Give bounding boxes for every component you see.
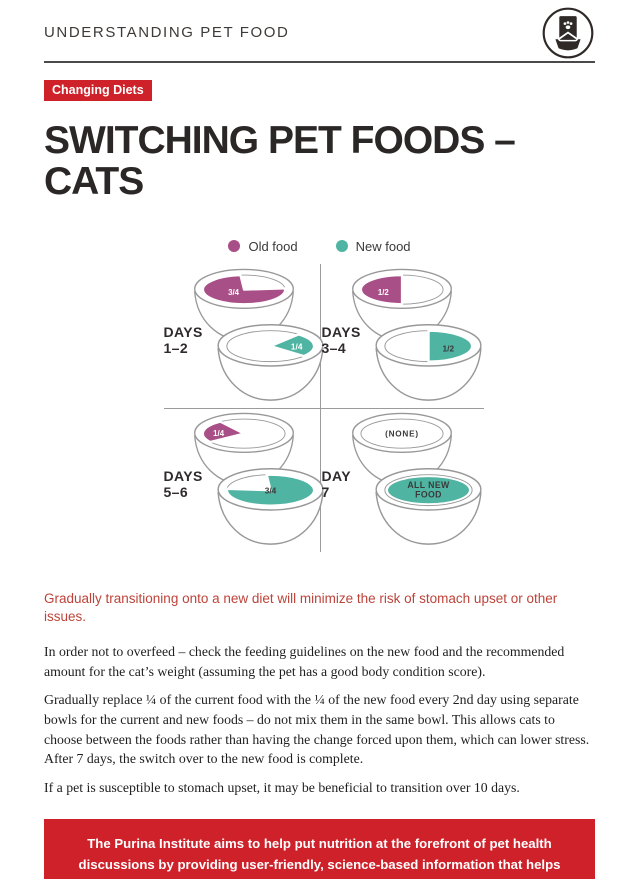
bowl-new-food: 1/4 [211, 320, 330, 404]
bowl-old-food: 3/4 [188, 265, 300, 344]
svg-text:1/4: 1/4 [290, 341, 302, 351]
bowl-new-food: 3/4 [211, 464, 330, 548]
transition-diagram: DAYS 1–2 3/4 1/4 DAYS 3–4 1/2 1/2 DAYS 5–6 1/… [162, 263, 484, 552]
page-title: SWITCHING PET FOODS – CATS [44, 119, 516, 203]
quadrant-label: DAYS 1–2 [163, 323, 203, 356]
bowl-new-food: 1/2 [369, 320, 488, 404]
header-title: UNDERSTANDING PET FOOD [44, 24, 290, 41]
svg-text:1/2: 1/2 [377, 288, 389, 297]
purina-institute-callout: The Purina Institute aims to help put nu… [44, 819, 595, 879]
legend-item-new-food: New food [335, 238, 411, 254]
quadrant-days-5-6: DAYS 5–6 1/4 3/4 [162, 408, 324, 552]
bowl-old-food: 1/2 [346, 265, 458, 344]
legend-label-old: Old food [248, 238, 298, 254]
diagram-horizontal-divider [163, 407, 484, 409]
new-food-dot [335, 240, 348, 253]
old-food-dot [228, 240, 241, 253]
legend: Old food New food [44, 239, 595, 254]
legend-item-old-food: Old food [228, 238, 298, 254]
quadrant-label: DAYS 5–6 [163, 467, 203, 500]
body-copy: In order not to overfeed – check the fee… [44, 642, 595, 797]
header-divider [44, 61, 595, 63]
svg-text:1/2: 1/2 [442, 344, 454, 354]
section-badge: Changing Diets [44, 80, 152, 101]
svg-text:3/4: 3/4 [264, 485, 276, 495]
lead-statement: Gradually transitioning onto a new diet … [44, 590, 558, 625]
quadrant-days-1-2: DAYS 1–2 3/4 1/4 [162, 264, 324, 408]
legend-label-new: New food [355, 238, 411, 254]
diagram-grid: DAYS 1–2 3/4 1/4 DAYS 3–4 1/2 1/2 DAYS 5–6 1/… [162, 264, 482, 552]
paragraph: In order not to overfeed – check the fee… [44, 644, 565, 679]
pet-food-bag-bowl-icon [541, 6, 595, 60]
quadrant-label: DAYS 3–4 [321, 323, 361, 356]
svg-text:1/4: 1/4 [213, 429, 225, 438]
paragraph: If a pet is susceptible to stomach upset… [44, 779, 520, 795]
svg-text:3/4: 3/4 [228, 288, 240, 297]
quadrant-label: DAY 7 [321, 467, 351, 500]
quadrant-day-7: DAY 7 (NONE) ALL NEW FOOD [320, 408, 482, 552]
bowl-new-food: ALL NEW FOOD [369, 464, 488, 548]
svg-text:(NONE): (NONE) [385, 429, 419, 438]
bowl-old-food: 1/4 [188, 409, 300, 488]
header: UNDERSTANDING PET FOOD [44, 0, 595, 60]
paragraph: Gradually replace ¼ of the current food … [44, 692, 590, 767]
quadrant-days-3-4: DAYS 3–4 1/2 1/2 [320, 264, 482, 408]
